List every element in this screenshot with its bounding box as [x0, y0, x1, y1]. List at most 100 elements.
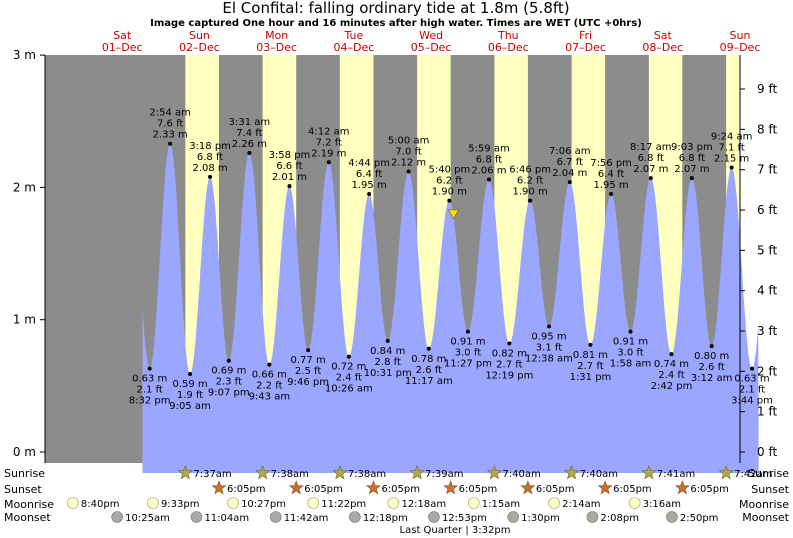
sunrise-icon [486, 465, 502, 480]
y-tick-label-left: 0 m [13, 445, 36, 459]
tide-time-label: 9:43 am [249, 392, 291, 403]
moonrise-icon [67, 497, 79, 509]
tide-height-m-label: 2.26 m [232, 139, 267, 150]
low-tide-point [546, 324, 551, 329]
tide-height-ft-label: 6.8 ft [638, 153, 664, 164]
tide-height-m-label: 0.72 m [331, 362, 366, 373]
day-name: Wed [419, 29, 443, 42]
sunrise-time: 7:40am [580, 469, 618, 480]
moonset-row-label: Moonset [4, 511, 51, 524]
tide-height-m-label: 0.95 m [531, 331, 566, 342]
sunset-icon [365, 480, 381, 495]
moonset-time: 10:25am [125, 513, 170, 524]
moonset-time: 2:08pm [600, 513, 639, 524]
y-tick-label-right: 7 ft [757, 163, 777, 177]
high-tide-point [406, 169, 411, 174]
sunset-time: 6:05pm [381, 484, 420, 495]
tide-height-ft-label: 2.7 ft [496, 360, 522, 371]
tide-height-ft-label: 2.2 ft [256, 381, 282, 392]
tide-height-m-label: 0.63 m [132, 374, 167, 385]
y-tick-label-right: 8 ft [757, 122, 777, 136]
sunset-time: 6:05pm [304, 484, 343, 495]
moonset-icon [190, 511, 203, 523]
tide-height-ft-label: 2.6 ft [416, 365, 442, 376]
water-area [142, 143, 759, 473]
tide-time-label: 7:06 am [549, 146, 591, 157]
low-tide-point [267, 362, 272, 367]
tide-height-ft-label: 2.4 ft [658, 370, 684, 381]
tide-height-m-label: 0.81 m [573, 350, 608, 361]
moonset-icon [349, 511, 361, 523]
tide-height-m-label: 2.07 m [633, 164, 668, 175]
low-tide-point [669, 352, 674, 357]
low-tide-point [465, 329, 470, 334]
tide-time-label: 2:42 pm [651, 381, 693, 392]
day-name: Thu [497, 29, 519, 42]
tide-time-label: 4:12 am [308, 126, 350, 137]
tide-height-ft-label: 1.9 ft [177, 390, 203, 401]
sunset-icon [288, 480, 304, 495]
day-date: 04–Dec [333, 41, 374, 54]
low-tide-point [507, 341, 512, 346]
chart-subtitle: Image captured One hour and 16 minutes a… [150, 18, 642, 29]
high-tide-point [609, 192, 614, 197]
sunrise-icon [564, 465, 580, 480]
sunset-icon [443, 480, 459, 495]
moonrise-icon [628, 497, 641, 509]
moon-phase: Last Quarter | 3:32pm [400, 525, 511, 536]
high-tide-point [326, 160, 331, 165]
sunset-icon [211, 480, 227, 495]
tide-height-ft-label: 2.4 ft [336, 373, 362, 384]
low-tide-point [426, 346, 431, 351]
tide-height-ft-label: 6.8 ft [476, 154, 502, 165]
y-tick-label-right: 0 ft [757, 445, 777, 459]
sunset-icon [674, 480, 690, 495]
tide-time-label: 4:44 pm [348, 158, 390, 169]
moonrise-icon [147, 497, 159, 509]
moonrise-icon [307, 497, 320, 509]
moonrise-time: 2:14am [562, 499, 600, 510]
high-tide-point [567, 180, 572, 185]
moonrise-row-label: Moonrise [4, 498, 54, 511]
high-tide-point [168, 141, 173, 146]
tide-height-ft-label: 7.4 ft [236, 128, 262, 139]
sunrise-time: 7:40am [502, 469, 540, 480]
moonset-time: 11:04am [204, 513, 249, 524]
tide-height-m-label: 0.91 m [613, 337, 648, 348]
day-date: 03–Dec [256, 41, 297, 54]
low-tide-point [385, 338, 390, 343]
tide-height-m-label: 1.95 m [593, 180, 628, 191]
y-tick-label-right: 6 ft [757, 203, 777, 217]
tide-time-label: 9:46 pm [287, 377, 329, 388]
sunrise-icon [409, 465, 425, 480]
tide-height-m-label: 0.82 m [492, 349, 527, 360]
y-tick-label-right: 9 ft [757, 82, 777, 96]
day-date: 06–Dec [488, 41, 529, 54]
tide-height-ft-label: 7.0 ft [395, 147, 421, 158]
moonset-icon [269, 511, 282, 523]
y-tick-label-left: 2 m [13, 180, 36, 194]
tide-height-ft-label: 2.3 ft [216, 377, 242, 388]
tide-height-m-label: 0.63 m [734, 374, 769, 385]
tide-height-ft-label: 3.1 ft [536, 342, 562, 353]
moonset-time: 2:50pm [680, 513, 719, 524]
tide-height-m-label: 0.66 m [252, 370, 287, 381]
tide-time-label: 5:59 am [468, 143, 510, 154]
sunrise-time: 7:38am [271, 469, 309, 480]
y-tick-label-right: 2 ft [757, 364, 777, 378]
low-tide-point [346, 354, 351, 359]
tide-time-label: 11:27 pm [444, 359, 492, 370]
day-date: 05–Dec [411, 41, 452, 54]
day-date: 01–Dec [102, 41, 143, 54]
low-tide-point [709, 344, 714, 349]
chart-title: El Confital: falling ordinary tide at 1.… [222, 0, 569, 17]
sunset-icon [520, 480, 536, 495]
high-tide-point [689, 176, 694, 181]
tide-height-m-label: 2.19 m [311, 148, 346, 159]
tide-time-label: 10:26 am [325, 384, 373, 395]
day-name: Sun [189, 29, 210, 42]
moonrise-icon [387, 497, 400, 509]
tide-height-m-label: 0.77 m [291, 355, 326, 366]
moonrise-row-label: Moonrise [739, 498, 789, 511]
day-date: 02–Dec [179, 41, 220, 54]
